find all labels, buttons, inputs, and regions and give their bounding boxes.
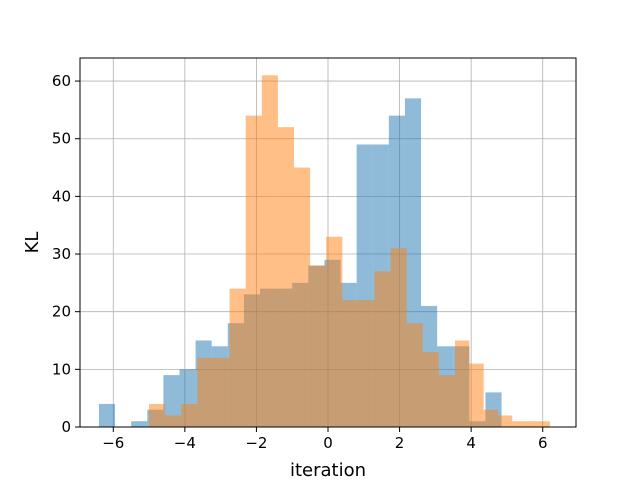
bars-layer (98, 75, 550, 427)
y-tick-label-5: 50 (52, 130, 71, 148)
bar-series-1-bin-20 (469, 363, 484, 427)
y-tick-label-2: 20 (52, 303, 71, 321)
bar-series-1-bin-23 (512, 421, 529, 427)
y-tick-label-0: 0 (61, 418, 71, 436)
bar-series-1-bin-1 (165, 415, 182, 427)
bar-series-1-bin-6 (245, 115, 262, 427)
bar-series-1-bin-9 (294, 167, 311, 427)
bar-series-1-bin-2 (181, 403, 198, 427)
bar-series-1-bin-5 (229, 288, 246, 427)
bar-series-1-bin-10 (310, 265, 327, 427)
bar-series-1-bin-19 (455, 340, 470, 427)
y-tick-label-3: 30 (52, 245, 71, 263)
x-tick-label-3: 0 (323, 434, 333, 452)
bar-series-1-bin-24 (528, 421, 550, 427)
y-tick-label-6: 60 (52, 72, 71, 90)
bar-series-1-bin-0 (149, 403, 166, 427)
bar-series-1-bin-21 (483, 409, 498, 427)
bar-series-1-bin-18 (438, 375, 456, 427)
y-tick-label-1: 10 (52, 360, 71, 378)
bar-series-1-bin-8 (277, 127, 295, 427)
x-tick-label-0: −6 (102, 434, 124, 452)
y-axis-label: KL (22, 232, 43, 254)
x-tick-label-1: −4 (174, 434, 196, 452)
x-axis-label: iteration (290, 460, 366, 480)
bar-series-1-bin-16 (406, 323, 423, 427)
x-tick-label-6: 6 (538, 434, 548, 452)
bar-series-1-bin-15 (390, 248, 407, 427)
x-tick-label-2: −2 (245, 434, 267, 452)
bar-series-1-bin-7 (261, 75, 278, 427)
bar-series-1-bin-22 (497, 415, 513, 427)
bar-series-1-bin-14 (374, 271, 391, 427)
bar-series-1-bin-13 (358, 300, 375, 427)
y-tick-label-4: 40 (52, 187, 71, 205)
bar-series-0-bin-2 (131, 421, 148, 427)
x-tick-label-5: 4 (466, 434, 476, 452)
bar-series-1-bin-4 (213, 357, 230, 427)
bar-series-1-bin-17 (422, 352, 439, 427)
bar-series-1-bin-11 (326, 236, 343, 427)
bar-series-0-bin-0 (98, 403, 116, 427)
bar-series-1-bin-3 (197, 357, 214, 427)
x-tick-label-4: 2 (395, 434, 405, 452)
bar-series-0-bin-4 (163, 375, 180, 427)
bar-series-1-bin-12 (342, 300, 359, 427)
